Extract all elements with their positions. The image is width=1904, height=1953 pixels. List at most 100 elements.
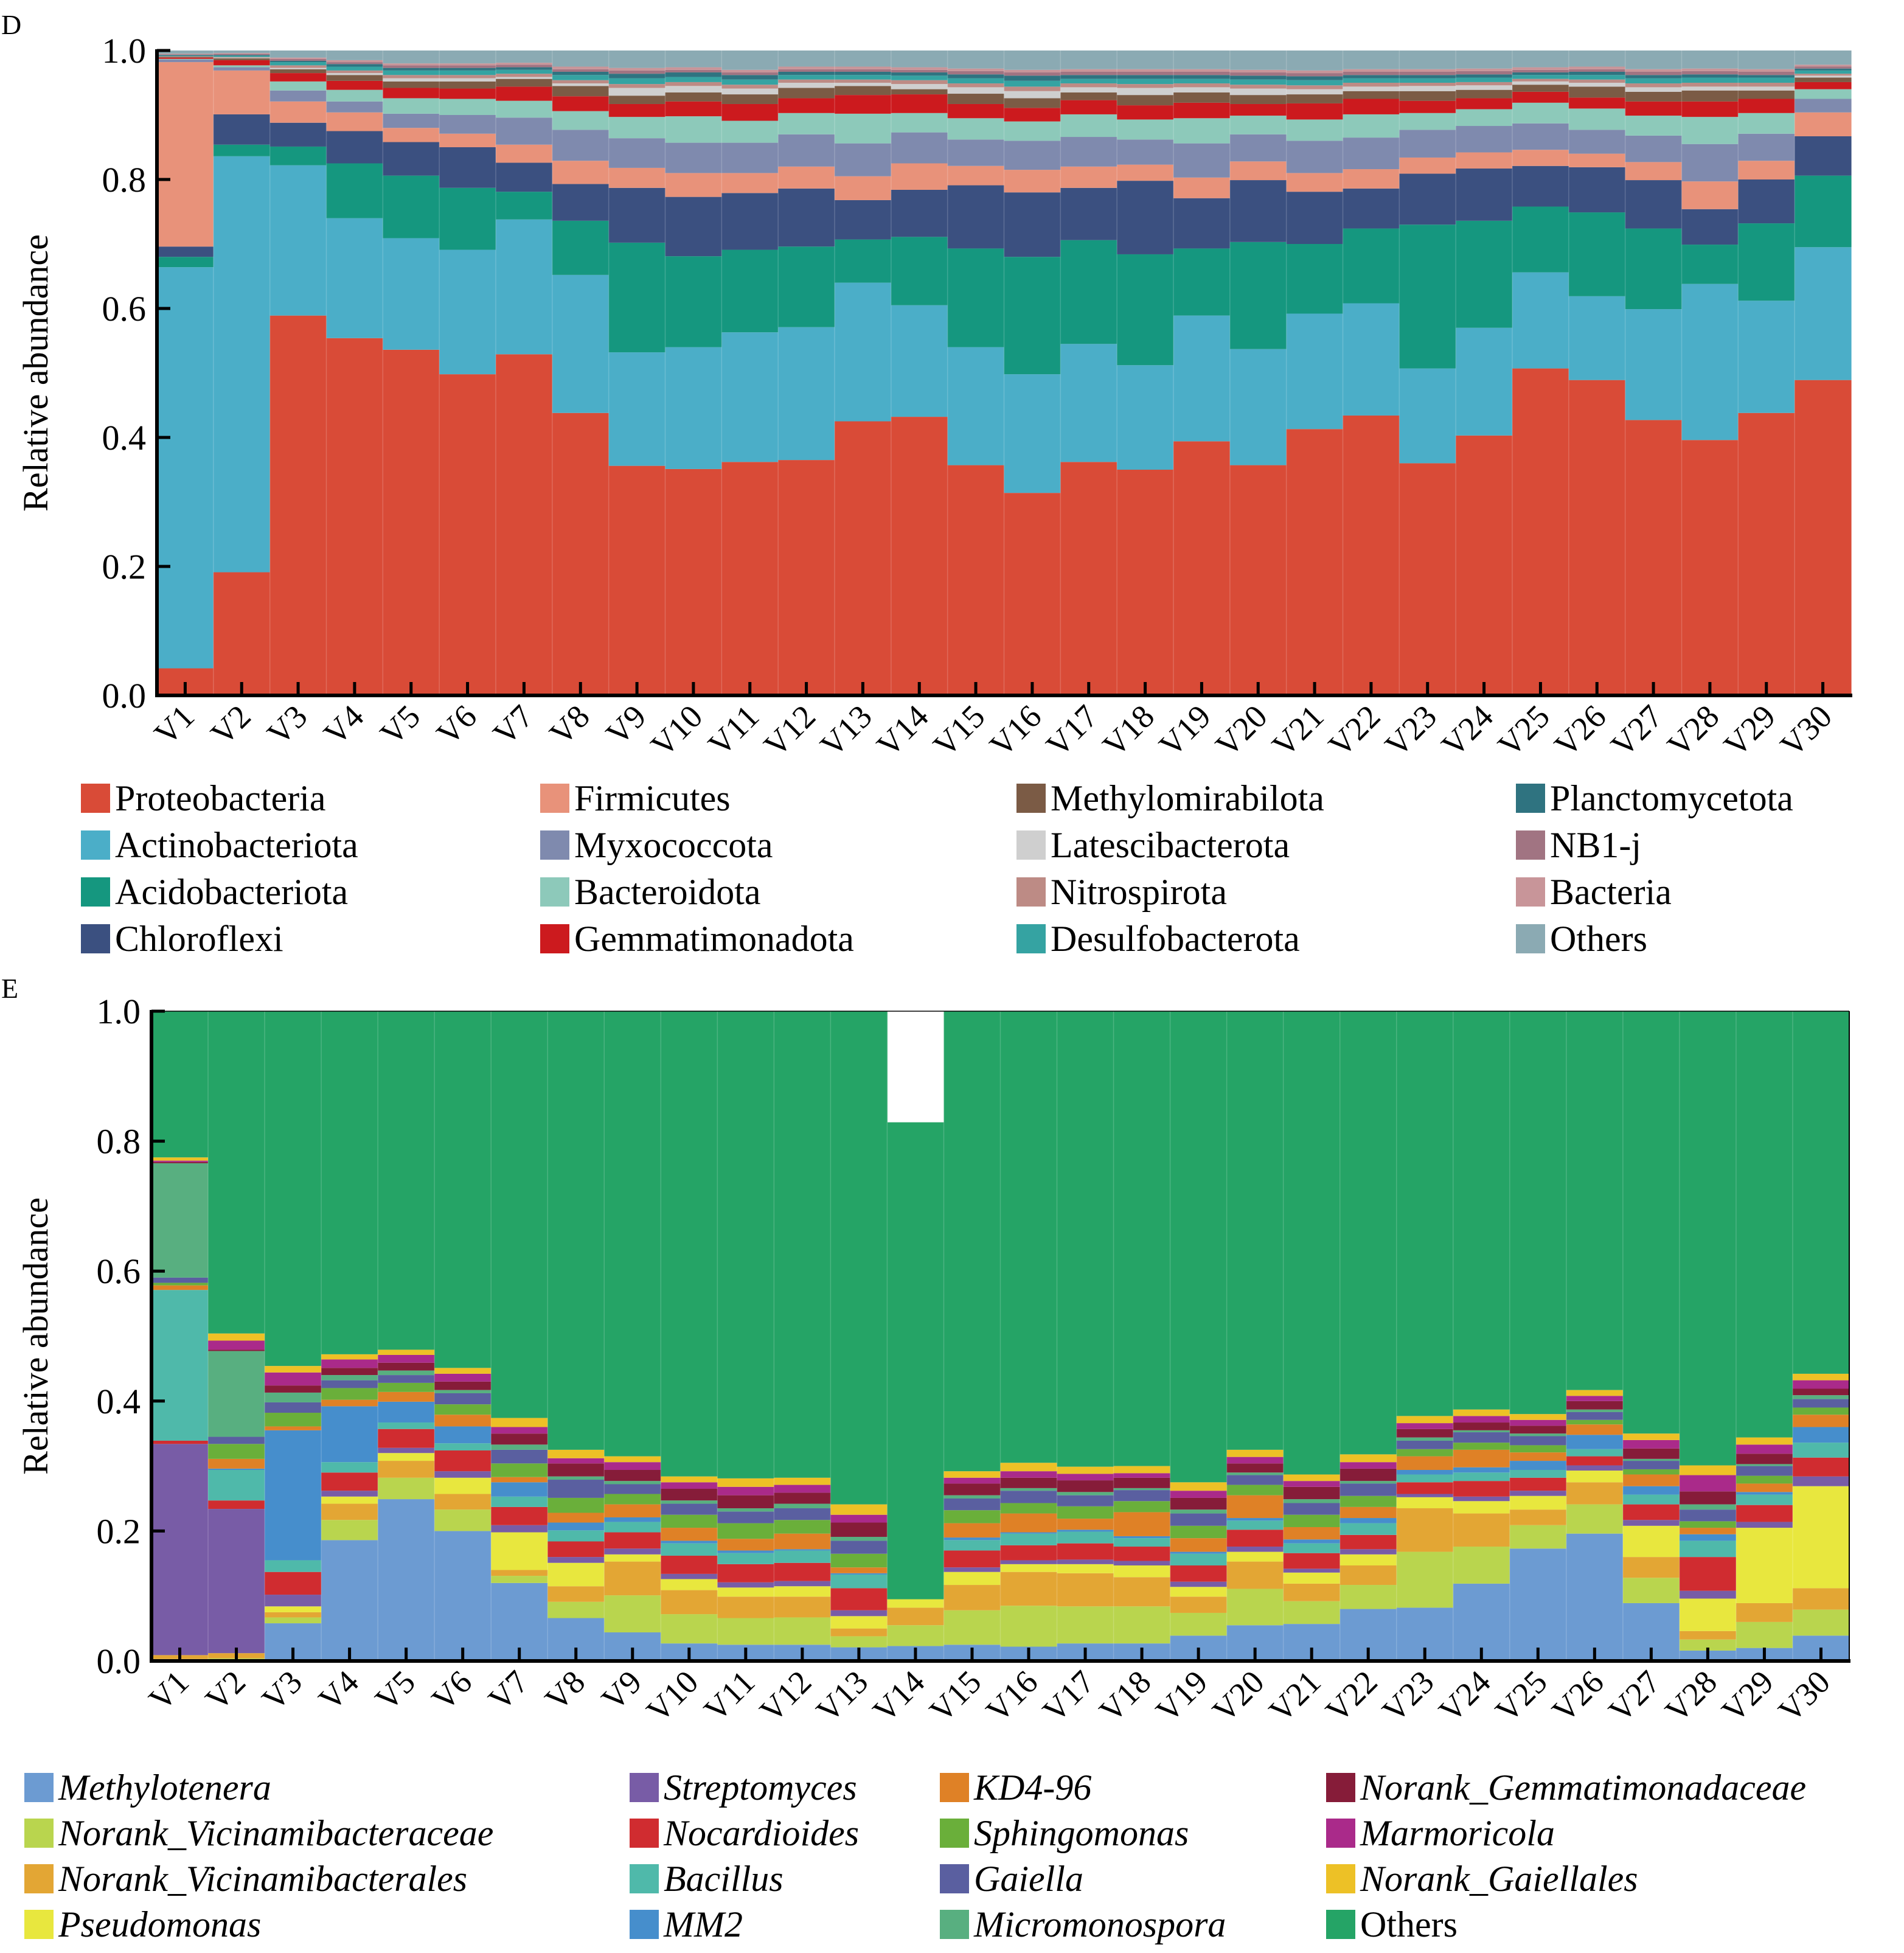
bar-segment-pseudomonas	[547, 1562, 605, 1587]
bar-segment-streptomyces	[1000, 1560, 1058, 1564]
bar-segment-norank-gemmatimonadaceae	[1339, 1468, 1397, 1481]
bar-segment-marmoricola	[1000, 1471, 1058, 1478]
legend-label: Acidobacteriota	[115, 872, 348, 912]
bar-segment-latescibacterota	[947, 87, 1005, 94]
bar-segment-myxococcota	[1456, 126, 1513, 153]
bar-segment-kd4-96	[1622, 1474, 1680, 1486]
legend-label: Norank_Vicinamibacteraceae	[58, 1813, 493, 1853]
bar-segment-latescibacterota	[835, 83, 892, 86]
bar-segment-pseudomonas	[1792, 1486, 1850, 1589]
bar-segment-firmicutes	[1795, 112, 1852, 136]
bar-segment-mm2	[208, 1468, 265, 1471]
bar-segment-acidobacteriota	[1681, 245, 1739, 284]
bar-segment-others	[891, 50, 948, 68]
legend-label: Desulfobacterota	[1051, 919, 1300, 959]
bar-segment-pseudomonas	[1170, 1587, 1228, 1597]
x-tick-label: V3	[260, 698, 314, 752]
bar-segment-gaiella	[1000, 1491, 1058, 1503]
legend-swatch	[1516, 784, 1545, 813]
bar-segment-gaiella	[1339, 1483, 1397, 1496]
bar-segment-acidobacteriota	[1004, 257, 1061, 375]
bar-segment-sphingomonas	[1566, 1419, 1624, 1425]
x-tick-label: V9	[594, 1663, 648, 1718]
bar-segment-gaiella	[1226, 1475, 1284, 1485]
bar-segment-bacteria	[383, 63, 440, 66]
bar-segment-firmicutes	[496, 144, 553, 163]
bar-segment-gemmatimonadota	[1343, 99, 1400, 114]
bar-segment-bacillus	[1622, 1494, 1680, 1505]
legend-item: Nocardioides	[630, 1813, 859, 1853]
bar-segment-norank-vicinamibacterales	[1396, 1508, 1454, 1552]
bar-segment-norank-vicinamibacteraceae	[1283, 1601, 1341, 1624]
bar-segment-bacillus	[830, 1574, 888, 1589]
bar-segment-myxococcota	[1286, 141, 1344, 173]
bar-segment-chloroflexi	[1399, 173, 1456, 225]
bar-segment-streptomyces	[1339, 1549, 1397, 1554]
bar-segment-proteobacteria	[1343, 415, 1400, 695]
bar-segment-chloroflexi	[1681, 209, 1739, 245]
bar-segment-bacillus	[943, 1540, 1001, 1551]
bar-segment-myxococcota	[1117, 139, 1174, 165]
bar-segment-planctomycetota	[1229, 75, 1287, 80]
bar-segment-nocardioides	[208, 1500, 265, 1509]
bar-segment-nocardioides	[434, 1450, 492, 1472]
bar-segment-nitrospirota	[665, 82, 722, 86]
bar-segment-mm2	[943, 1537, 1001, 1540]
bar-column-V7	[495, 50, 553, 695]
bar-segment-others	[1057, 1011, 1114, 1467]
bar-segment-acidobacteriota	[778, 246, 835, 327]
bar-segment-bacillus	[661, 1543, 718, 1556]
bar-segment-chloroflexi	[157, 246, 214, 257]
bar-segment-others	[434, 1011, 492, 1368]
bar-segment-latescibacterota	[1399, 86, 1456, 91]
y-tick-label: 1.0	[97, 992, 141, 1031]
bar-segment-norank-gaiellales	[661, 1476, 718, 1483]
bar-segment-norank-gaiellales	[1679, 1465, 1737, 1475]
bar-column-V30	[1792, 1011, 1850, 1661]
bar-segment-sphingomonas	[1226, 1485, 1284, 1495]
bar-segment-firmicutes	[891, 163, 948, 190]
legend-label: Firmicutes	[574, 778, 731, 818]
bar-segment-methylomirabilota	[721, 94, 779, 104]
bar-segment-bacillus	[1792, 1443, 1850, 1458]
bar-segment-chloroflexi	[1625, 180, 1683, 229]
bar-segment-planctomycetota	[383, 68, 440, 71]
bar-segment-kd4-96	[1226, 1495, 1284, 1519]
bar-segment-nocardioides	[1679, 1557, 1737, 1591]
bar-segment-chloroflexi	[213, 114, 271, 145]
bar-segment-planctomycetota	[891, 72, 948, 76]
bar-segment-norank-gemmatimonadaceae	[604, 1470, 661, 1481]
legend-item: Nitrospirota	[1016, 872, 1227, 912]
bar-segment-gemmatimonadota	[1795, 82, 1852, 89]
bar-segment-norank-vicinamibacterales	[378, 1461, 435, 1478]
bar-segment-nocardioides	[774, 1562, 831, 1581]
bar-segment-bacteroidota	[439, 99, 496, 115]
bar-segment-nocardioides	[1113, 1547, 1171, 1561]
bar-segment-nb1-j	[1060, 71, 1117, 75]
bar-segment-norank-vicinamibacterales	[943, 1585, 1001, 1610]
bar-segment-methylomirabilota	[665, 92, 722, 102]
bar-segment-streptomyces	[1679, 1590, 1737, 1599]
bar-segment-desulfobacterota	[665, 77, 722, 82]
bar-segment-norank-gemmatimonadaceae	[1113, 1477, 1171, 1488]
bar-segment-sphingomonas	[378, 1382, 435, 1392]
bar-segment-nitrospirota	[1286, 85, 1344, 89]
bar-segment-others	[1113, 1011, 1171, 1466]
bar-segment-norank-gaiellales	[321, 1354, 378, 1360]
y-tick-label: 0.6	[97, 1252, 141, 1291]
bar-segment-streptomyces	[604, 1548, 661, 1554]
legend-item: Desulfobacterota	[1016, 919, 1300, 959]
bar-segment-bacillus	[604, 1522, 661, 1533]
legend-label: Gaiella	[974, 1859, 1083, 1899]
legend-swatch	[24, 1819, 54, 1848]
bar-segment-others	[1286, 50, 1344, 71]
bar-segment-nb1-j	[439, 65, 496, 68]
bar-segment-desulfobacterota	[1343, 78, 1400, 83]
bar-segment-latescibacterota	[326, 73, 383, 75]
bar-segment-others	[1226, 1011, 1284, 1450]
bar-segment-norank-vicinamibacterales	[321, 1503, 378, 1520]
bar-segment-norank-vicinamibacteraceae	[1057, 1606, 1114, 1644]
bar-segment-chloroflexi	[665, 197, 722, 257]
x-tick-label: V16	[982, 698, 1048, 764]
bar-segment-micromonospora	[1226, 1472, 1284, 1475]
